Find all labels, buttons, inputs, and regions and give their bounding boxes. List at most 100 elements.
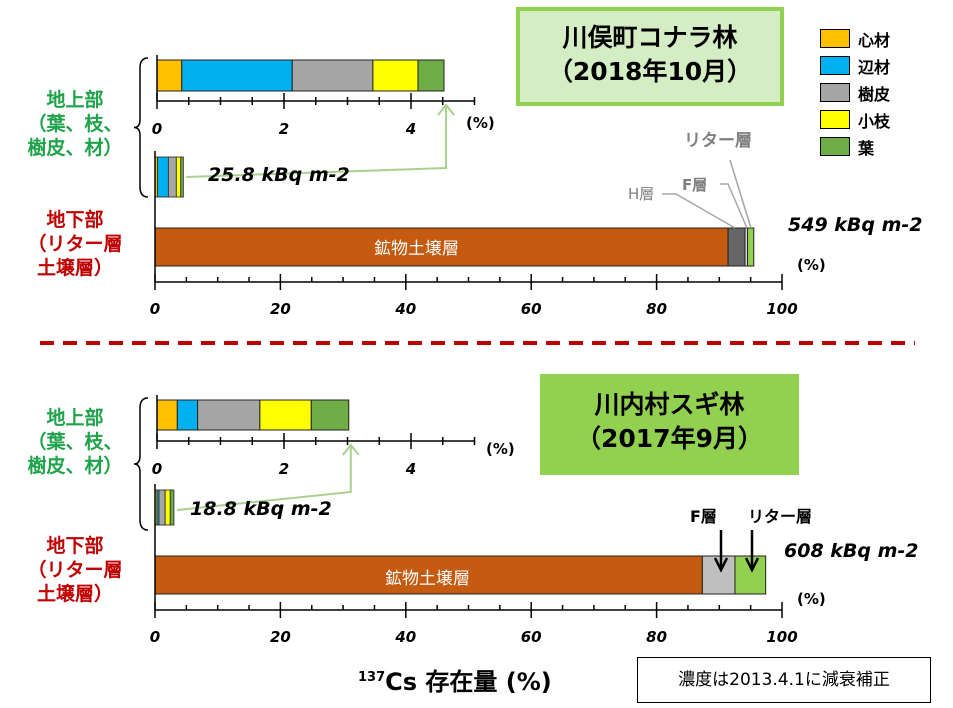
panel1-x-tick-label: 20 [270, 300, 291, 318]
panel2-title: 川内村スギ林 （2017年9月） [540, 374, 799, 475]
panel1-x-tick-label: 40 [394, 300, 416, 318]
panel1-litter-annotation: リター層 [684, 131, 752, 151]
label-line: 地下部 [46, 209, 104, 231]
label-line: （リター層 [27, 559, 123, 581]
label-line: 土壌層） [36, 583, 113, 605]
label-line: 地上部 [46, 407, 104, 429]
panel1-x-tick-label: 60 [521, 300, 542, 318]
legend-swatch-leaf [820, 137, 850, 156]
panel2-litter-annotation: リター層 [748, 507, 813, 526]
panel1-aboveground-total: 25.8 kBq m-2 [208, 164, 350, 186]
panel2-litter-arrowhead [744, 557, 760, 573]
panel2-inset-tick-label: 0 [152, 460, 162, 478]
panel1-inset-bar-sapwood [181, 59, 293, 92]
panel1-x-tick-label: 80 [646, 300, 667, 318]
panel1-aboveground-bar-bark [167, 156, 177, 198]
panel1-zoom-arrowhead [437, 103, 455, 116]
panel2-x-tick-label: 100 [766, 628, 797, 646]
panel2-aboveground-bar-bark [158, 489, 166, 526]
panel2-aboveground-bar-branch [164, 489, 171, 526]
panel2-inset-bar-heartwood [156, 399, 178, 431]
panel2-mineral-label: 鉱物土壌層 [385, 569, 470, 589]
panel1-litter-leader-line [729, 159, 752, 229]
panel2-x-tick-label: 20 [270, 628, 291, 646]
label-line: 樹皮、材） [27, 455, 123, 477]
legend-label-heartwood: 心材 [858, 31, 891, 50]
legend-swatch-bark [820, 83, 850, 102]
panel1-mineral-label: 鉱物土壌層 [374, 239, 459, 259]
label-line: （リター層 [27, 233, 123, 255]
panel2-aboveground-total: 18.8 kBq m-2 [190, 498, 332, 520]
panel1-aboveground-brace [133, 57, 149, 198]
panel1-f-annotation: F層 [682, 176, 708, 194]
label-line: 土壌層） [36, 257, 113, 279]
panel1-belowground-bar-h_layer [727, 227, 746, 267]
label-line: （葉、枝、 [27, 113, 123, 135]
panel2-inset-bar-sapwood [176, 399, 199, 431]
panel1-belowground-total: 549 kBq m-2 [788, 214, 923, 236]
panel1-h-leader-line [662, 193, 736, 229]
legend-swatch-branch [820, 110, 850, 129]
panel2-title-line1: 川内村スギ林 [594, 390, 745, 419]
panel2-belowground-total: 608 kBq m-2 [784, 540, 919, 562]
panel1-title: 川俣町コナラ林 （2018年10月） [516, 7, 784, 106]
legend-label-sapwood: 辺材 [858, 58, 891, 77]
panel1-inset-bar-bark [291, 59, 374, 92]
panel1-inset-bar-heartwood [156, 59, 183, 92]
panel2-inset-bar-branch [259, 399, 312, 431]
x-axis-label-superscript: 137 [358, 670, 386, 685]
panel1-inset-bar-branch [372, 59, 419, 92]
x-axis-label: 137Cs 存在量 (%) [358, 662, 552, 697]
legend-label-branch: 小枝 [858, 112, 891, 131]
panel1-title-line2: （2018年10月） [547, 57, 753, 86]
panel1-inset-tick-label: 4 [405, 120, 416, 138]
panel2-inset-bar-bark [197, 399, 261, 431]
panel1-aboveground-bar-sapwood [157, 156, 169, 198]
panel1-title-line1: 川俣町コナラ林 [562, 23, 738, 52]
panel1-inset-bar-leaf [417, 59, 445, 92]
panel2-main-unit: (%) [797, 590, 826, 608]
panel2-belowground-bar-mineral_soil [154, 555, 703, 595]
panel2-x-tick-label: 60 [521, 628, 542, 646]
panel1-aboveground-label: 地上部 （葉、枝、 樹皮、材） [10, 88, 140, 160]
panel1-belowground-bar-litter [747, 227, 755, 267]
panel1-zoom-connector-arrow [186, 105, 448, 178]
panel1-f-leader-line [720, 183, 748, 229]
panel1-x-tick-label: 0 [150, 300, 160, 318]
label-line: （葉、枝、 [27, 431, 123, 453]
panel2-belowground-bar-litter [734, 555, 767, 595]
decay-correction-note: 濃度は2013.4.1に減衰補正 [637, 657, 931, 703]
legend-swatch-sapwood [820, 56, 850, 75]
panel1-inset-tick-label: 2 [279, 120, 289, 138]
panel1-belowground-label: 地下部 （リター層 土壌層） [10, 208, 140, 280]
panel2-f-arrowhead [713, 557, 729, 573]
panel1-inset-unit: (%) [466, 114, 495, 132]
panel2-inset-bar-leaf [310, 399, 350, 431]
panel2-aboveground-label: 地上部 （葉、枝、 樹皮、材） [10, 406, 140, 478]
panel2-belowground-bar-f_layer_bottom [701, 555, 736, 595]
x-axis-label-text: Cs 存在量 (%) [385, 668, 552, 696]
panel2-inset-unit: (%) [486, 440, 515, 458]
panel1-inset-tick-label: 0 [152, 120, 162, 138]
panel1-aboveground-bar-branch [175, 156, 182, 198]
panel2-belowground-label: 地下部 （リター層 土壌層） [10, 534, 140, 606]
label-line: 地下部 [46, 535, 104, 557]
panel2-zoom-arrowhead [341, 443, 360, 456]
panel1-main-unit: (%) [797, 256, 826, 274]
panel2-inset-tick-label: 4 [405, 460, 416, 478]
panel2-f-annotation: F層 [690, 507, 717, 526]
legend-swatch-heartwood [820, 29, 850, 48]
panel2-aboveground-brace [133, 397, 149, 531]
panel2-aboveground-bar-leaf [169, 489, 175, 526]
legend-label-leaf: 葉 [858, 139, 875, 158]
legend-label-bark: 樹皮 [858, 85, 891, 104]
label-line: 樹皮、材） [27, 137, 123, 159]
panel1-aboveground-bar-leaf [180, 156, 184, 198]
panel1-x-tick-label: 100 [766, 300, 797, 318]
panel2-x-tick-label: 40 [394, 628, 416, 646]
label-line: 地上部 [46, 89, 104, 111]
panel1-h-annotation: H層 [628, 185, 655, 203]
panel2-zoom-connector-arrow [176, 445, 352, 511]
